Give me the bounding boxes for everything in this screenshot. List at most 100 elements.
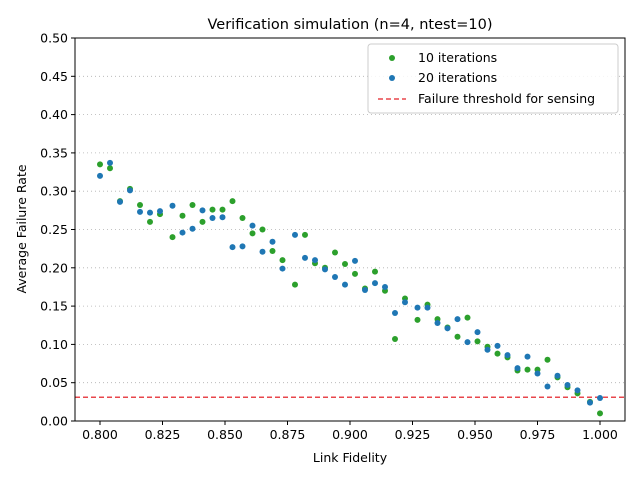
data-point xyxy=(464,339,471,346)
y-axis-label: Average Failure Rate xyxy=(14,164,29,293)
data-point xyxy=(189,225,196,232)
data-point xyxy=(97,172,103,179)
data-point xyxy=(342,281,348,288)
x-tick-label: 0.975 xyxy=(520,427,556,442)
data-point xyxy=(249,230,256,237)
y-tick-label: 0.25 xyxy=(40,222,68,237)
data-point xyxy=(554,372,561,379)
legend-swatch-20-iterations xyxy=(389,75,395,81)
data-point xyxy=(147,209,153,216)
data-point xyxy=(494,342,501,349)
y-tick-label: 0.35 xyxy=(40,145,68,160)
data-point xyxy=(279,257,286,264)
data-point xyxy=(332,273,338,280)
data-point xyxy=(372,280,378,287)
data-point xyxy=(259,226,266,233)
y-tick-label: 0.05 xyxy=(40,375,68,390)
data-point xyxy=(597,395,603,402)
y-tick-label: 0.10 xyxy=(40,337,68,352)
data-point xyxy=(444,325,451,332)
data-point xyxy=(514,365,521,372)
y-tick-label: 0.00 xyxy=(40,414,68,429)
data-point xyxy=(574,387,581,394)
data-point xyxy=(414,316,421,323)
y-tick-label: 0.50 xyxy=(40,31,68,46)
data-point xyxy=(524,353,531,360)
data-point xyxy=(454,333,461,340)
data-points xyxy=(97,159,603,417)
data-point xyxy=(474,338,481,345)
data-point xyxy=(544,356,551,363)
data-point xyxy=(219,206,226,213)
data-point xyxy=(464,314,471,321)
data-point xyxy=(209,215,216,222)
data-point xyxy=(352,270,358,277)
data-point xyxy=(312,257,318,264)
data-point xyxy=(269,247,276,254)
x-tick-label: 0.925 xyxy=(395,427,431,442)
x-tick-label: 1.000 xyxy=(582,427,618,442)
data-point xyxy=(424,304,431,311)
data-point xyxy=(179,212,186,219)
data-point xyxy=(127,187,133,194)
data-point xyxy=(219,214,226,221)
data-point xyxy=(372,268,378,275)
data-point xyxy=(199,207,206,214)
x-axis-label: Link Fidelity xyxy=(313,450,388,465)
y-axis-ticks: 0.00 0.05 0.10 0.15 0.20 0.25 0.30 0.35 0.40 0.45… xyxy=(40,31,75,429)
x-tick-label: 0.950 xyxy=(457,427,493,442)
data-point xyxy=(137,201,143,208)
data-point xyxy=(402,299,408,306)
legend-label-10-iterations: 10 iterations xyxy=(418,50,497,65)
data-point xyxy=(484,346,491,353)
legend-label-threshold: Failure threshold for sensing xyxy=(418,91,595,106)
data-point xyxy=(434,319,441,326)
data-point xyxy=(229,244,236,251)
data-point xyxy=(292,231,298,238)
data-point xyxy=(107,165,113,172)
x-tick-label: 0.850 xyxy=(207,427,243,442)
data-point xyxy=(169,234,176,241)
data-point xyxy=(269,238,276,245)
data-point xyxy=(564,381,571,388)
data-point xyxy=(239,215,246,222)
data-point xyxy=(169,202,176,209)
series-10-iterations xyxy=(97,161,603,417)
data-point xyxy=(107,159,113,166)
data-point xyxy=(392,309,398,316)
data-point xyxy=(362,287,368,294)
x-tick-label: 0.900 xyxy=(332,427,368,442)
data-point xyxy=(117,198,123,205)
data-point xyxy=(249,222,256,229)
chart-title: Verification simulation (n=4, ntest=10) xyxy=(207,17,492,33)
data-point xyxy=(229,198,236,205)
legend-swatch-10-iterations xyxy=(389,55,395,61)
y-tick-label: 0.20 xyxy=(40,260,68,275)
data-point xyxy=(279,265,286,272)
data-point xyxy=(179,229,186,236)
legend-label-20-iterations: 20 iterations xyxy=(418,70,497,85)
x-tick-label: 0.800 xyxy=(82,427,118,442)
legend: 10 iterations 20 iterations Failure thre… xyxy=(367,43,619,114)
data-point xyxy=(587,399,593,406)
x-tick-label: 0.825 xyxy=(145,427,181,442)
data-point xyxy=(199,218,206,225)
data-point xyxy=(332,249,338,256)
data-point xyxy=(147,218,153,225)
y-tick-label: 0.15 xyxy=(40,299,68,314)
data-point xyxy=(597,410,603,417)
data-point xyxy=(454,316,461,323)
y-tick-label: 0.30 xyxy=(40,184,68,199)
x-axis-ticks: 0.800 0.825 0.850 0.875 0.900 0.925 0.950 0.975… xyxy=(82,421,618,442)
data-point xyxy=(392,336,398,343)
y-tick-label: 0.40 xyxy=(40,107,68,122)
y-tick-label: 0.45 xyxy=(40,69,68,84)
data-point xyxy=(259,248,266,255)
series-20-iterations xyxy=(97,159,603,406)
data-point xyxy=(302,254,308,261)
data-point xyxy=(157,208,163,215)
data-point xyxy=(414,304,421,311)
data-point xyxy=(382,283,388,290)
data-point xyxy=(494,350,501,357)
